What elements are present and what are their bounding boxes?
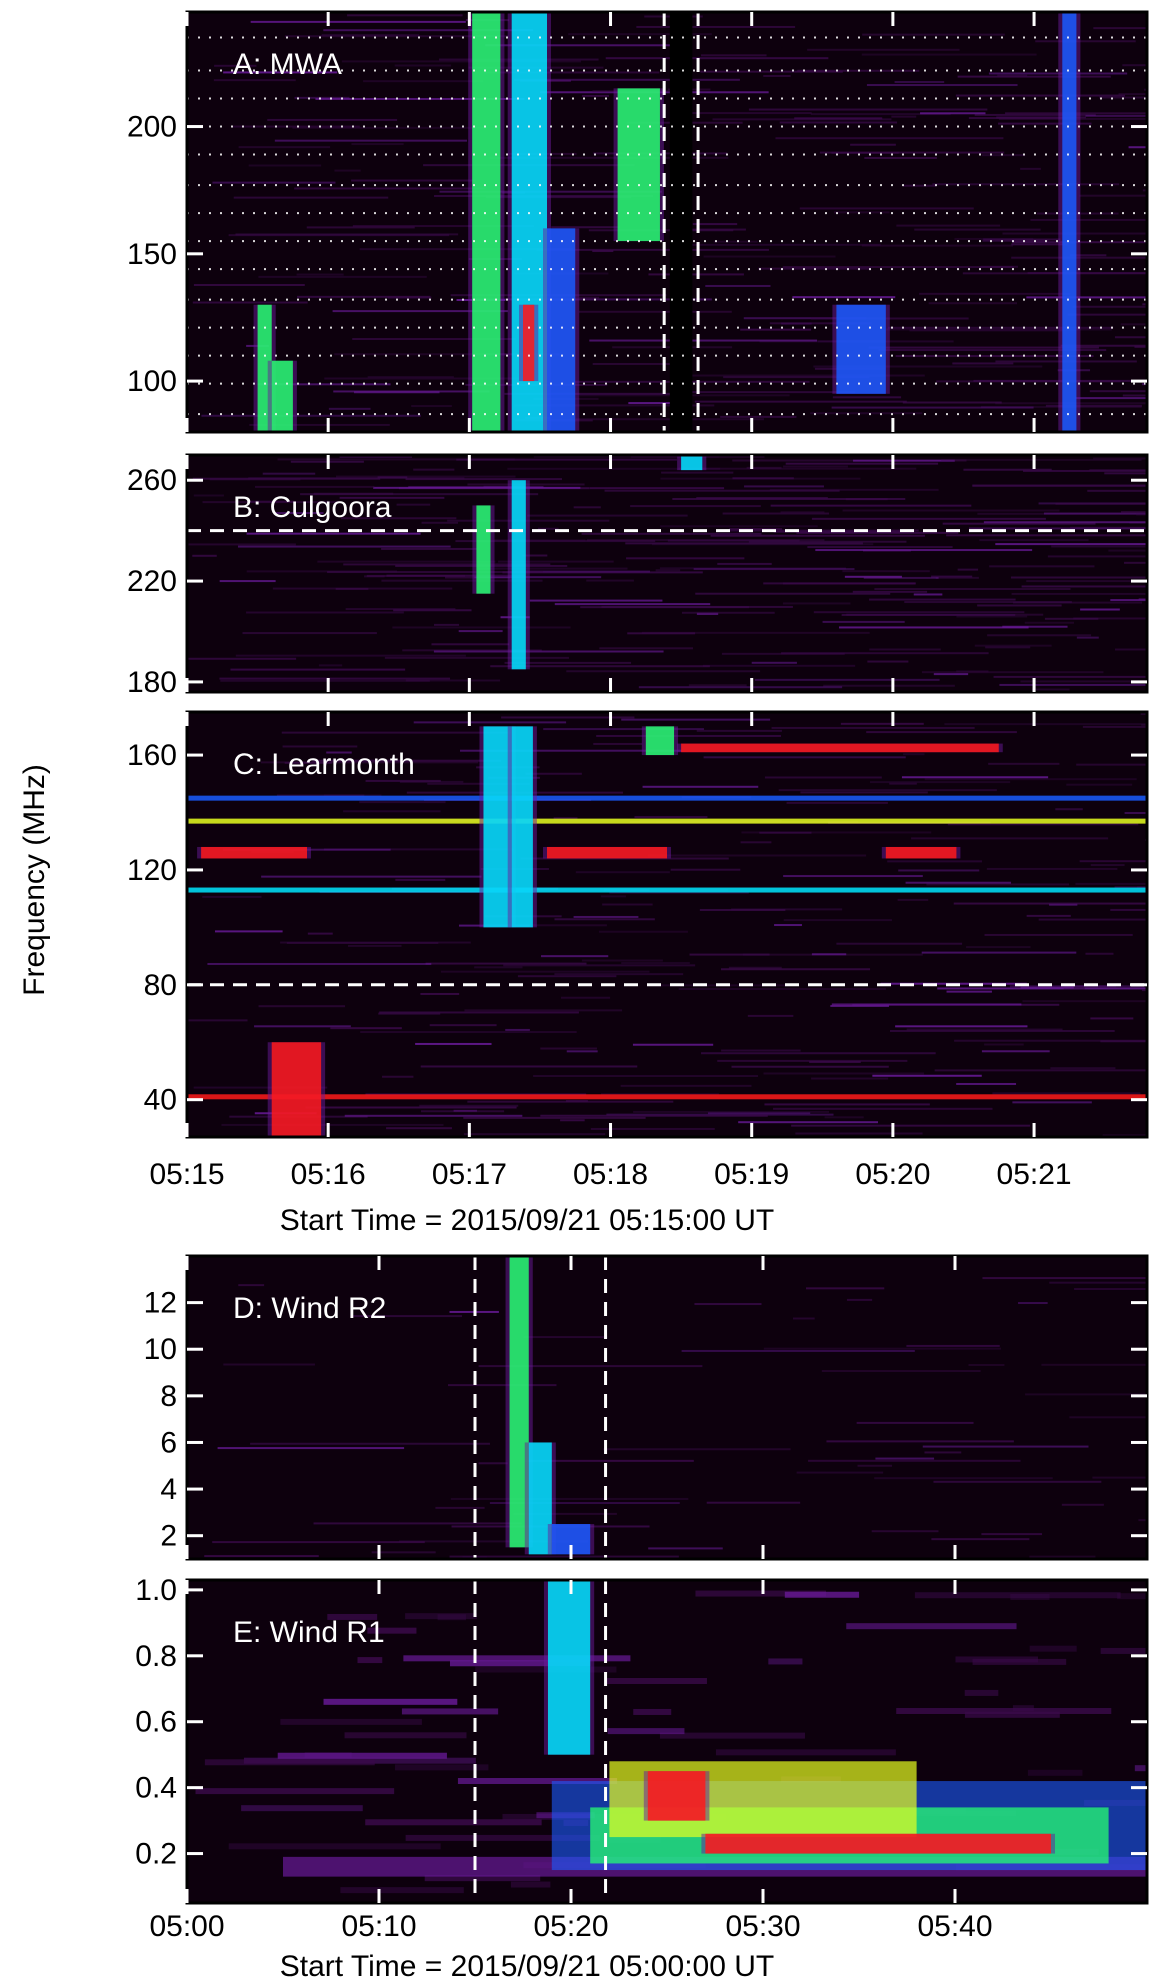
panel-d-ytick-label-0: 2 bbox=[160, 1520, 177, 1553]
panel-d-plot-area bbox=[204, 1256, 1147, 1559]
panel-c-rfi-line-3 bbox=[187, 1094, 1147, 1100]
panel-a-ytick-label-1: 150 bbox=[127, 238, 177, 271]
panel-c-ytick-label-0: 40 bbox=[144, 1084, 177, 1117]
panel-e-frame bbox=[185, 1578, 1149, 1905]
panel-c-learmonth: 40 80 120 160 05:15 05:16 05:17 05:18 05:19 05:20… bbox=[127, 710, 1149, 1237]
panel-a-burst-5 bbox=[547, 228, 576, 432]
panel-b-frame bbox=[185, 453, 1149, 694]
panel-c-xlabel: Start Time = 2015/09/21 05:15:00 UT bbox=[280, 1204, 774, 1237]
panel-e-burst-1 bbox=[647, 1771, 706, 1821]
panel-c-burst-4 bbox=[681, 743, 999, 753]
panel-a-burst-8 bbox=[1062, 12, 1077, 432]
panel-d-background bbox=[187, 1256, 1147, 1559]
panel-c-xtick-label-0: 05:15 bbox=[149, 1158, 224, 1191]
panel-c-burst-7 bbox=[885, 846, 957, 859]
panel-a-burst-2 bbox=[472, 12, 501, 432]
panel-e-xtick-label-3: 05:30 bbox=[725, 1910, 800, 1943]
panel-c-burst-2 bbox=[511, 726, 533, 928]
panel-a-ytick-label-0: 100 bbox=[127, 365, 177, 398]
panel-a-ytick-label-2: 200 bbox=[127, 111, 177, 144]
panel-c-ytick-label-3: 160 bbox=[127, 739, 177, 772]
panel-d-ytick-label-3: 8 bbox=[160, 1380, 177, 1413]
panel-c-xtick-label-3: 05:18 bbox=[573, 1158, 648, 1191]
panel-c-burst-5 bbox=[201, 846, 307, 859]
panel-a-burst-4 bbox=[523, 304, 535, 382]
panel-e-xtick-label-4: 05:40 bbox=[917, 1910, 992, 1943]
panel-a-burst-1 bbox=[271, 360, 293, 432]
panel-e-ytick-label-0: 0.2 bbox=[135, 1838, 177, 1871]
panel-c-xtick-label-1: 05:16 bbox=[291, 1158, 366, 1191]
panel-e-xtick-label-0: 05:00 bbox=[149, 1910, 224, 1943]
panel-c-xtick-label-2: 05:17 bbox=[432, 1158, 507, 1191]
panel-e-xtick-label-1: 05:10 bbox=[341, 1910, 416, 1943]
panel-a-background bbox=[187, 12, 1147, 432]
panel-e-ytick-label-1: 0.4 bbox=[135, 1772, 177, 1805]
panel-e-wind-r1: 0.2 0.4 0.6 0.8 1.0 05:00 05:10 05:20 05:30 05:40… bbox=[135, 1574, 1149, 1983]
panel-c-ytick-label-2: 120 bbox=[127, 854, 177, 887]
panel-e-ytick-label-2: 0.6 bbox=[135, 1706, 177, 1739]
panel-b-ytick-label-2: 260 bbox=[127, 464, 177, 497]
panel-c-background bbox=[187, 712, 1147, 1137]
panel-d-ytick-label-4: 10 bbox=[144, 1333, 177, 1366]
panel-b-burst-1 bbox=[511, 480, 526, 670]
panel-e-label: E: Wind R1 bbox=[233, 1616, 385, 1649]
panel-d-wind-r2: 2 4 6 8 10 12 D: Wind R2 bbox=[144, 1254, 1149, 1561]
panel-c-burst-1 bbox=[483, 726, 512, 928]
panel-a-burst-7 bbox=[836, 304, 886, 394]
panel-a-mwa: 100 150 200 A: MWA bbox=[127, 10, 1149, 434]
panel-b-ytick-label-1: 220 bbox=[127, 565, 177, 598]
panel-c-burst-6 bbox=[547, 846, 667, 859]
panel-e-ytick-label-4: 1.0 bbox=[135, 1574, 177, 1607]
panel-a-burst-6 bbox=[617, 88, 660, 242]
panel-d-burst-1 bbox=[528, 1442, 552, 1555]
panel-c-xtick-label-4: 05:19 bbox=[714, 1158, 789, 1191]
panel-b-burst-0 bbox=[476, 505, 491, 594]
panel-d-burst-0 bbox=[509, 1256, 529, 1548]
panel-b-burst-2 bbox=[681, 455, 703, 471]
panel-b-label: B: Culgoora bbox=[233, 491, 392, 524]
panel-b-ytick-label-0: 180 bbox=[127, 666, 177, 699]
panel-c-label: C: Learmonth bbox=[233, 748, 415, 781]
panel-e-plot-area bbox=[195, 1580, 1147, 1903]
panel-d-ytick-label-5: 12 bbox=[144, 1287, 177, 1320]
panel-a-frame bbox=[185, 10, 1149, 434]
panel-b-culgoora: 180 220 260 B: Culgoora bbox=[127, 453, 1149, 699]
panel-c-rfi-line-1 bbox=[187, 887, 1147, 893]
panel-a-label: A: MWA bbox=[233, 48, 342, 81]
panel-c-xtick-label-6: 05:21 bbox=[997, 1158, 1072, 1191]
panel-a-plot-area bbox=[187, 12, 1147, 432]
panel-d-frame bbox=[185, 1254, 1149, 1561]
panel-c-rfi-line-2 bbox=[187, 795, 1147, 801]
panel-e-burst-0 bbox=[547, 1580, 591, 1755]
panel-d-label: D: Wind R2 bbox=[233, 1292, 386, 1325]
y-axis-title: Frequency (MHz) bbox=[18, 764, 51, 996]
panel-c-xtick-label-5: 05:20 bbox=[855, 1158, 930, 1191]
panel-b-noise bbox=[187, 455, 1147, 691]
panel-b-plot-area bbox=[187, 455, 1147, 691]
panel-c-burst-3 bbox=[645, 726, 675, 756]
panel-c-rfi-line-0 bbox=[187, 818, 1147, 824]
panel-c-ytick-label-1: 80 bbox=[144, 969, 177, 1002]
panel-e-ytick-label-3: 0.8 bbox=[135, 1640, 177, 1673]
panel-a-data-gap bbox=[669, 12, 693, 432]
panel-c-plot-area bbox=[187, 712, 1147, 1137]
panel-d-ytick-label-2: 6 bbox=[160, 1426, 177, 1459]
panel-e-xtick-label-2: 05:20 bbox=[533, 1910, 608, 1943]
panel-d-ytick-label-1: 4 bbox=[160, 1473, 177, 1506]
panel-e-xlabel: Start Time = 2015/09/21 05:00:00 UT bbox=[280, 1950, 774, 1983]
panel-e-burst-2 bbox=[705, 1833, 1051, 1854]
panel-c-burst-0 bbox=[271, 1042, 322, 1137]
panel-c-frame bbox=[185, 710, 1149, 1139]
